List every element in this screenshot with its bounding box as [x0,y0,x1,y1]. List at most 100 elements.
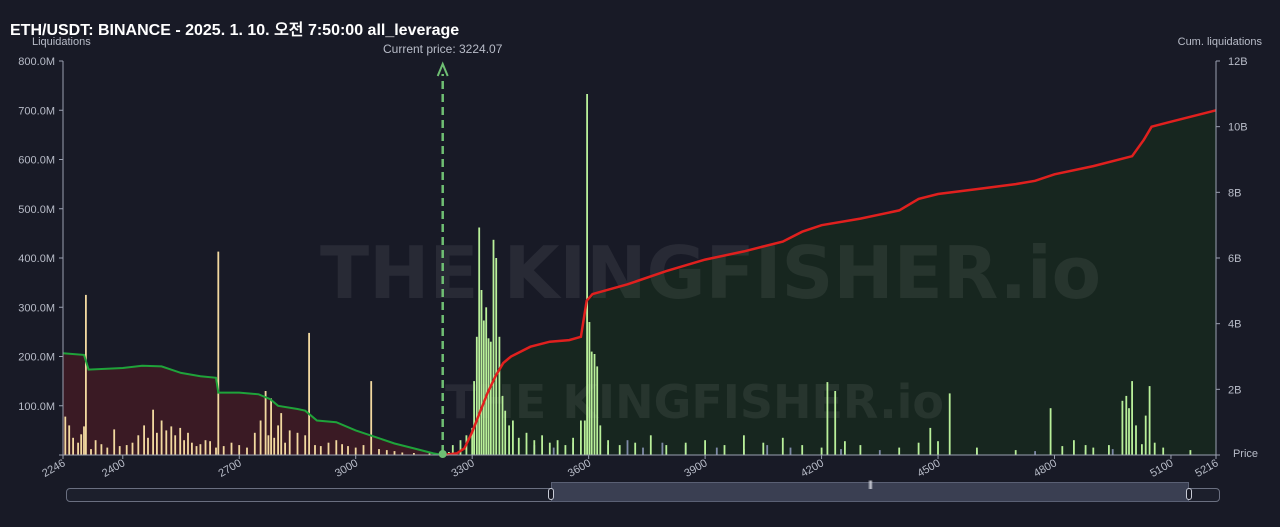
short-liquidation-bar [187,432,189,455]
short-liquidation-bar [217,251,220,455]
long-liquidation-bar [1189,450,1192,455]
zoom-handle-left[interactable] [548,488,554,500]
long-liquidation-bar [1084,445,1087,455]
long-liquidation-bar [917,442,920,455]
short-liquidation-bar [152,409,154,455]
long-liquidation-bar [684,442,687,455]
long-liquidation-bar [473,381,475,455]
short-liquidation-bar [191,442,193,455]
long-liquidation-bar [480,290,483,455]
short-liquidation-bar [85,294,87,455]
long-cum-area [442,110,1216,456]
long-liquidation-bar [596,366,599,455]
x-tick-label: 5100 [1148,457,1175,480]
long-liquidation-bar [762,442,765,455]
current-price-label: Current price: 3224.07 [383,42,503,56]
long-liquidation-bar [1125,395,1128,455]
long-liquidation-bar [834,391,837,455]
short-liquidation-bar [238,445,241,455]
short-liquidation-bar [341,444,343,455]
long-liquidation-bar [588,322,591,455]
current-price-arrow-icon [436,61,449,77]
short-liquidation-bar [94,440,97,455]
short-liquidation-bar [222,446,225,455]
short-liquidation-bar [253,432,256,455]
gray-liquidation-bar [626,440,629,455]
zoom-grip-icon[interactable]: ||| [867,479,873,489]
long-liquidation-bar [599,425,602,455]
short-liquidation-bar [288,430,291,455]
long-liquidation-bar [533,440,536,455]
short-liquidation-bar [160,420,163,455]
short-liquidation-bar [347,446,349,455]
y-right-tick-label: 2B [1228,384,1241,396]
long-liquidation-bar [1131,381,1133,455]
short-liquidation-bar [314,445,316,455]
x-tick-label: 4200 [799,457,826,480]
short-liquidation-bar [80,434,83,455]
x-tick-label: 3000 [333,457,360,480]
long-liquidation-bar [1049,408,1052,455]
long-liquidation-bar [898,447,901,455]
long-liquidation-bar [607,440,609,455]
long-cum-line [442,109,1217,457]
long-liquidation-bar [976,447,978,455]
long-liquidation-bar [1135,425,1137,455]
zoom-handle-right[interactable] [1186,488,1192,500]
x-tick-label: 3600 [566,457,593,480]
short-liquidation-bar [143,425,145,455]
long-liquidation-bar [704,440,706,455]
liquidation-chart: THE KINGFISHER.io THE KINGFISHER.io 100.0… [18,36,1262,480]
gray-liquidation-bar [766,445,769,455]
gray-liquidation-bar [642,447,644,455]
short-liquidation-bar [277,425,279,455]
long-liquidation-bar [541,435,543,455]
long-liquidation-bar [1144,415,1147,455]
short-liquidation-bar [204,440,207,455]
zoom-scrollbar[interactable]: ||| [66,479,1220,502]
short-liquidation-bar [273,437,276,455]
y-left-tick-label: 200.0M [18,352,55,364]
current-price-dot [438,450,447,458]
x-tick-label: 2700 [217,457,244,480]
long-liquidation-bar [649,435,652,455]
y-right-tick-label: 4B [1228,319,1241,331]
long-liquidation-bar [1148,386,1151,455]
short-liquidation-bar [215,447,217,455]
short-liquidation-bar [354,447,357,455]
short-liquidation-bar [327,442,330,455]
watermark-text: THE KINGFISHER.io [445,375,944,429]
y-right-tick-label: 12B [1228,56,1248,68]
short-liquidation-bar [72,437,74,455]
short-liquidation-bar [147,437,149,455]
gray-liquidation-bar [789,447,792,455]
long-liquidation-bar [525,432,528,455]
long-liquidation-bar [482,320,485,455]
x-tick-label: 4800 [1032,457,1059,480]
short-liquidation-bar [64,416,67,455]
long-liquidation-bar [564,445,567,455]
long-liquidation-bar [586,94,588,455]
short-liquidation-bar [267,435,270,455]
long-liquidation-bar [634,442,637,455]
short-cum-line [62,352,443,456]
watermark-text: THE KINGFISHER.io [320,231,1101,315]
short-liquidation-bar [183,440,185,455]
long-liquidation-bar [665,445,668,455]
x-axis-label: Price [1233,448,1258,460]
x-tick-label: 5216 [1193,457,1220,480]
short-liquidation-bar [90,449,92,455]
long-liquidation-bar [859,445,862,455]
short-liquidation-bar [113,429,116,455]
long-liquidation-bar [504,410,507,455]
long-liquidation-bar [478,227,481,455]
y-left-tick-label: 800.0M [18,56,55,68]
short-liquidation-bar [401,452,404,455]
short-liquidation-bar [195,446,198,455]
long-liquidation-bar [548,442,551,455]
long-liquidation-bar [618,445,621,455]
x-tick-label: 3900 [682,457,709,480]
short-liquidation-bar [118,446,121,455]
zoom-window[interactable]: ||| [551,479,1189,502]
